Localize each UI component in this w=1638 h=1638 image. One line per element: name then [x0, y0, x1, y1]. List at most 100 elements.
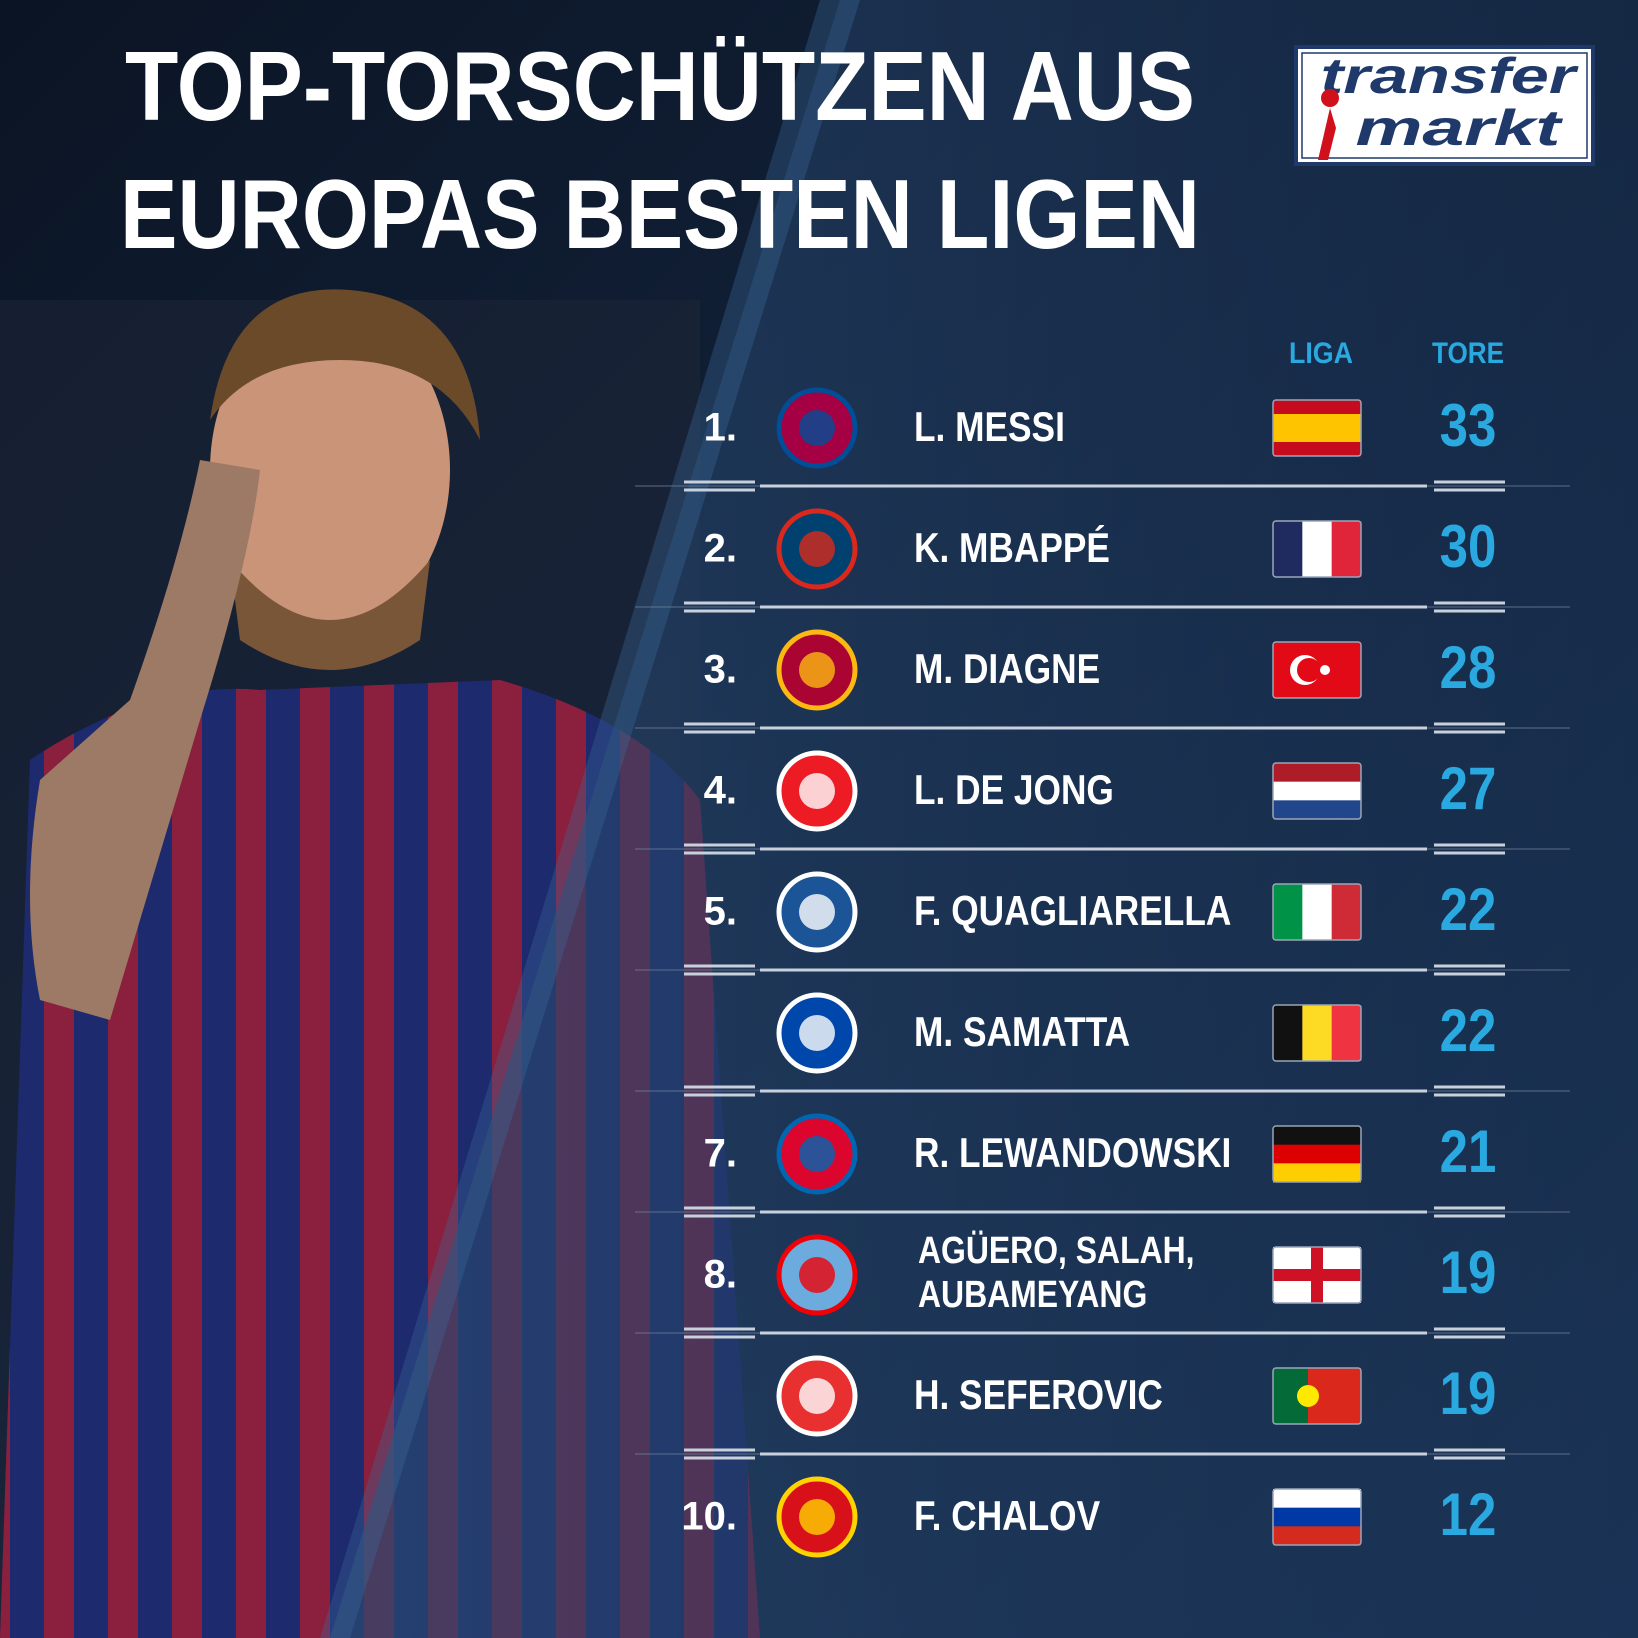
diagonal-stripe [320, 0, 860, 1638]
player-name: F. CHALOV [914, 1493, 1100, 1540]
goals: 30 [1440, 513, 1497, 580]
flag-frame [1272, 1125, 1362, 1183]
goals-value: 19 [1440, 1239, 1497, 1306]
goals: 22 [1440, 876, 1497, 943]
table-row: 8. AGÜERO, SALAH,AUBAMEYANG 19 [635, 1229, 1570, 1339]
player-name: H. SEFEROVIC [914, 1372, 1163, 1419]
shirt-stripe [172, 680, 202, 1638]
flag-part [1273, 521, 1303, 577]
table-row: 3. M. DIAGNE 28 [635, 629, 1570, 734]
rank: 4. [704, 769, 737, 813]
player-name: M. DIAGNE [914, 646, 1100, 693]
club-logo-inner [799, 1499, 835, 1535]
player-name-text: H. SEFEROVIC [914, 1372, 1163, 1419]
logo-text: transfer [1321, 48, 1579, 104]
table-row: 2. K. MBAPPÉ 30 [635, 508, 1570, 613]
club-logo-inner [799, 1136, 835, 1172]
goals: 28 [1440, 634, 1497, 701]
title-line: EUROPAS BESTEN LIGEN [120, 159, 1200, 269]
table-row: 4. L. DE JONG 27 [635, 750, 1570, 855]
table-row: 1. L. MESSI 33 [635, 387, 1570, 492]
flag-part [1331, 1005, 1362, 1061]
flag-part [1273, 800, 1361, 820]
flag-part [1273, 884, 1303, 940]
shirt-stripe [300, 680, 330, 1638]
flag-part [1302, 884, 1333, 940]
goals-value: 12 [1440, 1481, 1497, 1548]
player-name-line: AUBAMEYANG [918, 1273, 1147, 1315]
flag-part [1273, 414, 1361, 443]
player-name: AUBAMEYANG [918, 1273, 1147, 1315]
flag-frame [1272, 399, 1362, 457]
table-row: 7. R. LEWANDOWSKI 21 [635, 1113, 1570, 1218]
player-name-text: L. MESSI [914, 404, 1065, 451]
player-name: AGÜERO, SALAH, [918, 1229, 1195, 1271]
league-flag [1272, 762, 1362, 820]
player-name-text: M. DIAGNE [914, 646, 1100, 693]
goals: 19 [1440, 1239, 1497, 1306]
club-logo-inner [799, 894, 835, 930]
goals-value: 30 [1440, 513, 1497, 580]
club-logo-inner [799, 531, 835, 567]
flag-frame [1272, 762, 1362, 820]
player-name: L. MESSI [914, 404, 1065, 451]
flag-part [1302, 521, 1333, 577]
flag-frame [1272, 1367, 1362, 1425]
column-header: TORE [1432, 337, 1504, 370]
title-line: TOP-TORSCHÜTZEN AUS [125, 31, 1195, 141]
player-name: M. SAMATTA [914, 1009, 1130, 1056]
player-name-text: F. CHALOV [914, 1493, 1100, 1540]
shirt-stripe [236, 680, 266, 1638]
league-flag [1272, 1488, 1362, 1546]
player-name: L. DE JONG [914, 767, 1114, 814]
league-flag [1272, 641, 1362, 699]
flag-frame [1272, 1246, 1362, 1304]
goals: 19 [1440, 1360, 1497, 1427]
flag-part [1273, 1005, 1303, 1061]
league-flag [1272, 883, 1362, 941]
rank: 8. [704, 1253, 737, 1297]
goals-value: 21 [1440, 1118, 1497, 1185]
flag-part [1331, 521, 1362, 577]
rank: 3. [704, 648, 737, 692]
flag-part [1320, 665, 1330, 675]
flag-part [1273, 1489, 1361, 1509]
flag-frame [1272, 1488, 1362, 1546]
flag-part [1273, 1126, 1361, 1146]
goals-value: 22 [1440, 876, 1497, 943]
logo: transfer markt [1294, 45, 1595, 166]
club-logo-inner [799, 410, 835, 446]
table-row: 10. F. CHALOV 12 [681, 1476, 1497, 1558]
flag-part [1273, 1526, 1361, 1546]
flag-frame [1272, 641, 1362, 699]
player-name-line: AGÜERO, SALAH, [918, 1229, 1195, 1271]
flag-part [1302, 1005, 1333, 1061]
flag-part [1273, 400, 1361, 415]
club-logo-inner [799, 1257, 835, 1293]
goals: 12 [1440, 1481, 1497, 1548]
goals-value: 22 [1440, 997, 1497, 1064]
goals-value: 33 [1440, 392, 1497, 459]
rank: 2. [704, 527, 737, 571]
flag-part [1273, 1507, 1361, 1527]
table-row: M. SAMATTA 22 [635, 992, 1570, 1097]
club-logo-inner [799, 773, 835, 809]
league-flag [1272, 520, 1362, 578]
goals: 22 [1440, 997, 1497, 1064]
player-name-text: L. DE JONG [914, 767, 1114, 814]
goals-value: 27 [1440, 755, 1497, 822]
league-flag [1272, 399, 1362, 457]
goals-value: 28 [1440, 634, 1497, 701]
flag-part [1297, 1385, 1319, 1407]
flag-part [1273, 1163, 1361, 1183]
club-logo-inner [799, 1378, 835, 1414]
rank: 7. [704, 1132, 737, 1176]
player-name: R. LEWANDOWSKI [914, 1130, 1231, 1177]
column-header: LIGA [1289, 337, 1353, 370]
goals-value: 19 [1440, 1360, 1497, 1427]
player-name-text: F. QUAGLIARELLA [914, 888, 1231, 935]
club-logo-inner [799, 652, 835, 688]
flag-part [1273, 1144, 1361, 1164]
table-row: 5. F. QUAGLIARELLA 22 [635, 871, 1570, 976]
